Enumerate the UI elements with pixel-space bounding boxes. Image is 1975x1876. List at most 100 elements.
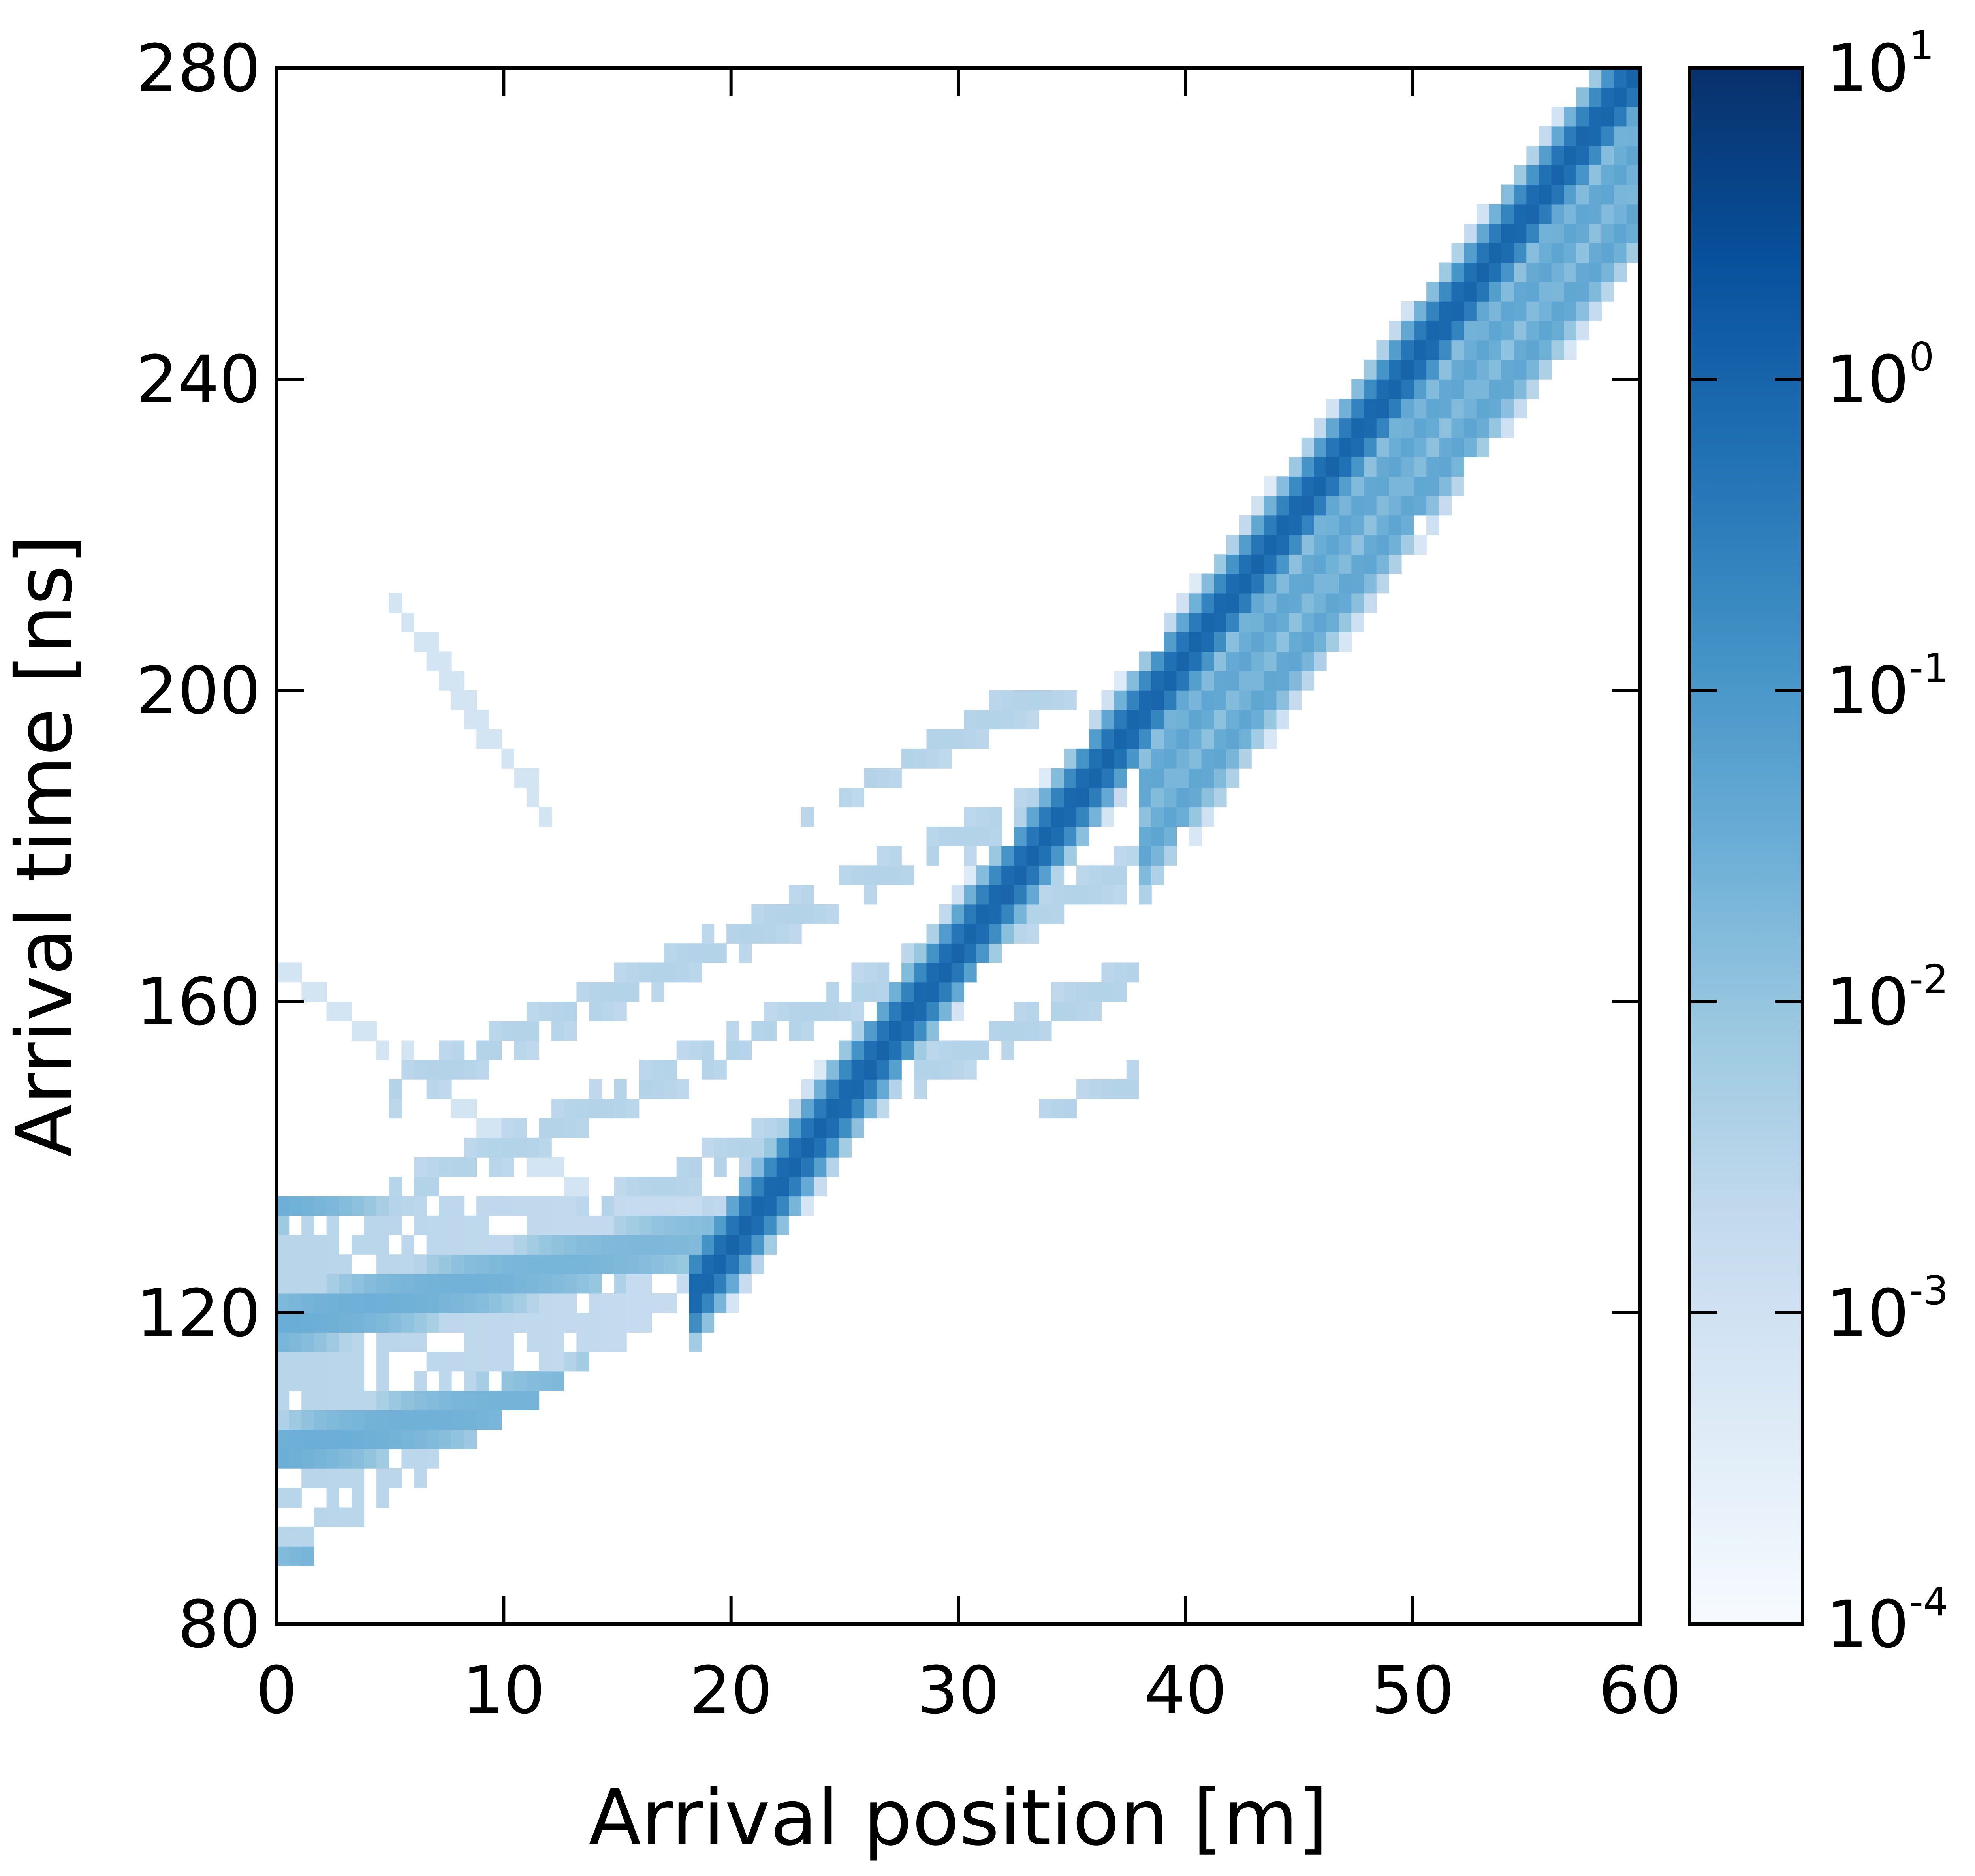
heat-cell [939,924,952,944]
heat-cell [1201,690,1214,710]
heat-cell [501,1352,514,1372]
heat-cell [539,807,552,827]
heat-cell [576,1235,589,1255]
heat-cell [864,1079,877,1099]
heat-cell [414,1429,427,1449]
x-axis: 0 10 20 30 40 50 60 [256,68,1682,1728]
heat-cell [601,1196,614,1216]
heat-cell [439,1352,452,1372]
heat-cell [789,1157,802,1177]
heat-cell [1139,846,1152,866]
heat-cell [1114,710,1127,730]
heat-cell [864,1040,877,1060]
heat-cell [1151,788,1164,808]
heat-cell [664,962,677,983]
heat-cell [1414,321,1427,341]
heat-cell [1164,748,1177,769]
heat-cell [989,846,1002,866]
heat-cell [326,1371,339,1391]
heat-cell [626,1313,640,1333]
heat-cell [501,1371,514,1391]
heat-cell [1614,107,1627,127]
heat-cell [1026,846,1039,866]
heat-cell [1151,729,1164,749]
heat-cell [1051,690,1065,710]
heat-cell [1289,554,1302,574]
heat-cell [589,982,602,1002]
heat-cell [1526,243,1539,263]
heat-cell [889,1079,902,1099]
heat-cell [1014,924,1027,944]
heat-cell [801,1099,814,1119]
heat-cell [789,1002,802,1021]
heat-cell [764,1196,777,1216]
heat-cell [476,1137,489,1158]
heat-cell [501,748,514,769]
heat-cell [1576,87,1589,107]
heat-cell [1301,476,1315,496]
heat-cell [476,1196,489,1216]
heat-cell [951,826,964,846]
heat-cell [1214,573,1227,594]
heat-cell [1551,282,1564,302]
heat-cell [1489,321,1502,341]
heat-cell [351,1391,365,1410]
heat-cell [1251,554,1264,574]
heat-cell [1626,204,1639,224]
heat-cell [276,1526,290,1547]
heat-cell [1414,457,1427,477]
heat-cell [726,1196,739,1216]
heat-cell [1451,379,1464,399]
heat-cell [1389,437,1402,457]
heat-cell [689,1274,702,1294]
heat-cell [839,1040,852,1060]
heat-cell [664,943,677,963]
heat-cell [851,962,864,983]
heat-cell [1151,768,1164,788]
heat-cell [876,846,890,866]
heat-cell [401,1235,414,1255]
heat-cell [614,1177,627,1197]
heat-cell [889,865,902,885]
heat-cell [1526,282,1539,302]
heat-cell [739,1040,752,1060]
heat-cell [1314,457,1327,477]
heat-cell [589,1313,602,1333]
heat-cell [764,1118,777,1138]
heat-cell [639,1196,652,1216]
heat-cell [1251,651,1264,671]
heat-cell [1126,671,1139,691]
heat-cell [351,1313,365,1333]
heat-cell [514,1313,527,1333]
heat-cell [464,710,477,730]
heat-cell [1601,262,1614,282]
heat-cell [1189,632,1202,652]
heat-cell [439,1235,452,1255]
heat-cell [1514,399,1527,419]
heat-cell [1089,788,1102,808]
heatmap-cells [276,68,1639,1566]
heat-cell [1614,87,1627,107]
heat-cell [1514,243,1527,263]
heat-cell [876,1002,890,1021]
heat-cell [976,865,989,885]
x-tick-label: 0 [256,1652,297,1728]
heat-cell [289,1488,302,1508]
heat-cell [1076,1079,1089,1099]
heat-cell [489,1235,502,1255]
heat-cell [1301,632,1315,652]
heat-cell [1376,340,1389,360]
heat-cell [801,885,814,905]
heat-cell [414,1177,427,1197]
heat-cell [1514,184,1527,205]
heat-cell [689,1332,702,1352]
heat-cell [451,1293,465,1313]
heat-cell [1439,418,1452,438]
heat-cell [476,1332,489,1352]
heat-cell [1189,671,1202,691]
heat-cell [451,1254,465,1274]
heat-cell [1301,613,1315,632]
heat-cell [439,1215,452,1235]
heat-cell [1514,262,1527,282]
heat-cell [789,1099,802,1119]
